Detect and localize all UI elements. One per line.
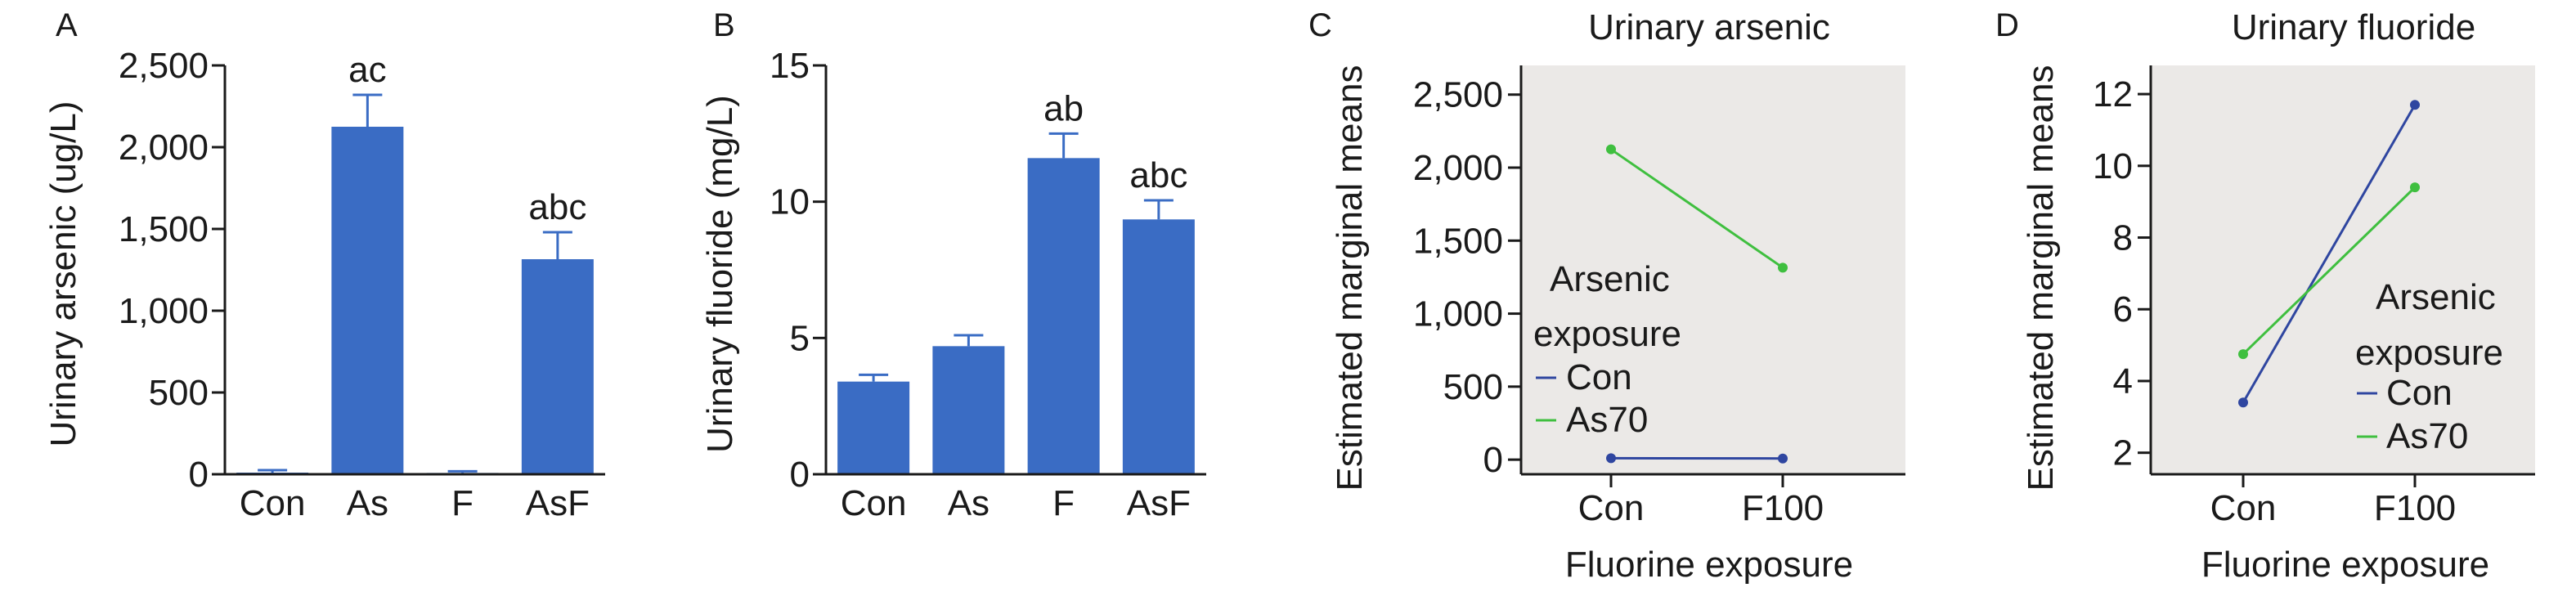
a-y-tick-label: 2,000 (119, 128, 209, 168)
c-y-tick-label: 1,000 (1413, 294, 1503, 334)
c-point-as70 (1778, 262, 1788, 273)
b-significance-label-asf: abc (1129, 155, 1187, 195)
c-point-as70 (1606, 144, 1616, 155)
d-y-tick-label: 2 (2113, 433, 2133, 473)
a-x-tick-label: F (451, 483, 473, 523)
a-x-tick-label: As (347, 483, 388, 523)
a-y-tick-label: 1,000 (119, 291, 209, 331)
panel-a-bars: ac abc (236, 50, 594, 474)
b-x-tick-label: Con (841, 483, 907, 523)
panel-c-legend-title-1: Arsenic (1550, 259, 1670, 299)
b-bar-asf (1122, 219, 1195, 474)
c-x-tick-label: Con (1578, 488, 1645, 528)
d-y-tick-label: 6 (2113, 289, 2133, 330)
panel-d-letter: D (1995, 7, 2019, 43)
panel-a-urinary-arsenic-bar-chart: A Urinary arsenic (ug/L) 0 500 1,000 1,500 2… (43, 7, 605, 523)
d-x-tick-label: F100 (2374, 488, 2456, 528)
panel-c-title: Urinary arsenic (1588, 7, 1830, 47)
panel-d-y-ticks: 2 4 6 8 10 12 (2093, 74, 2151, 473)
panel-d-plot-background (2151, 65, 2535, 474)
d-x-tick-label: Con (2210, 488, 2277, 528)
b-y-tick-label: 15 (770, 46, 810, 86)
a-significance-label-asf: abc (528, 187, 586, 227)
panel-d-legend-label-con: Con (2386, 373, 2453, 413)
d-series-line-con (2242, 104, 2417, 404)
c-series-line-as70 (1610, 148, 1784, 269)
d-y-tick-label: 12 (2093, 74, 2133, 114)
c-y-tick-label: 1,500 (1413, 221, 1503, 261)
panel-c-series (1606, 144, 1788, 464)
panel-c-x-axis-label: Fluorine exposure (1565, 545, 1853, 585)
a-y-tick-label: 0 (189, 455, 209, 495)
c-point-con (1606, 453, 1616, 464)
b-x-tick-label: As (948, 483, 990, 523)
d-point-as70 (2238, 349, 2248, 360)
panel-c-x-tick-labels: Con F100 (1578, 474, 1824, 528)
a-significance-label-as: ac (348, 50, 386, 90)
a-bar-as (331, 127, 404, 474)
d-y-tick-label: 10 (2093, 146, 2133, 186)
d-point-as70 (2410, 182, 2420, 193)
panel-a-x-tick-labels: Con As F AsF (240, 483, 590, 523)
panel-d-x-tick-labels: Con F100 (2210, 474, 2456, 528)
a-y-tick-label: 500 (149, 373, 209, 413)
panel-c-letter: C (1308, 7, 1332, 43)
b-x-tick-label: F (1052, 483, 1075, 523)
d-point-con (2410, 100, 2420, 110)
c-y-tick-label: 2,500 (1413, 75, 1503, 115)
panel-c-legend-label-as70: As70 (1566, 400, 1648, 440)
a-x-tick-label: Con (240, 483, 306, 523)
panel-d-title: Urinary fluoride (2232, 7, 2475, 47)
panel-a-letter: A (56, 7, 78, 43)
d-y-tick-label: 4 (2113, 361, 2133, 401)
panel-a-y-ticks: 0 500 1,000 1,500 2,000 2,500 (119, 46, 225, 495)
panel-d-legend-title-2: exposure (2355, 333, 2503, 373)
panel-c-legend-label-con: Con (1566, 357, 1632, 397)
b-y-tick-label: 5 (790, 318, 810, 358)
a-y-tick-label: 1,500 (119, 209, 209, 249)
b-significance-label-f: ab (1043, 88, 1084, 128)
panel-b-letter: B (713, 7, 735, 43)
d-series-line-as70 (2242, 186, 2417, 356)
panel-d-series (2238, 100, 2420, 408)
panel-c-y-axis-label: Estimated marginal means (1330, 65, 1370, 491)
panel-b-urinary-fluoride-bar-chart: B Urinary fluoride (mg/L) 0 5 10 15 ab abc C… (700, 7, 1206, 523)
panel-d-legend-label-as70: As70 (2386, 416, 2468, 456)
b-y-tick-label: 10 (770, 182, 810, 222)
c-y-tick-label: 0 (1483, 440, 1503, 480)
a-y-tick-label: 2,500 (119, 46, 209, 86)
panel-b-y-ticks: 0 5 10 15 (770, 46, 826, 495)
panel-d-urinary-fluoride-line-chart: D Urinary fluoride Estimated marginal me… (1995, 7, 2535, 585)
panel-d-x-axis-label: Fluorine exposure (2201, 545, 2489, 585)
panel-b-x-tick-labels: Con As F AsF (841, 483, 1191, 523)
panel-d-legend-title-1: Arsenic (2376, 277, 2496, 317)
panel-d-y-axis-label: Estimated marginal means (2021, 65, 2061, 491)
c-point-con (1778, 453, 1788, 464)
panel-c-y-ticks: 0 500 1,000 1,500 2,000 2,500 (1413, 75, 1521, 480)
b-bar-con (837, 381, 910, 474)
panel-c-plot-background (1521, 65, 1905, 474)
panel-c-legend: Arsenic exposure Con As70 (1533, 259, 1681, 440)
panel-d-legend: Arsenic exposure Con As70 (2355, 277, 2503, 456)
b-x-tick-label: AsF (1127, 483, 1191, 523)
a-bar-asf (521, 259, 594, 474)
panel-c-urinary-arsenic-line-chart: C Urinary arsenic Estimated marginal mea… (1308, 7, 1905, 585)
c-y-tick-label: 500 (1443, 367, 1503, 407)
c-x-tick-label: F100 (1742, 488, 1824, 528)
panel-b-bars: ab abc (837, 88, 1195, 475)
b-y-tick-label: 0 (790, 455, 810, 495)
d-point-con (2238, 397, 2248, 408)
b-bar-f (1027, 158, 1100, 475)
panel-b-y-axis-label: Urinary fluoride (mg/L) (700, 95, 740, 453)
d-y-tick-label: 8 (2113, 218, 2133, 258)
panel-a-y-axis-label: Urinary arsenic (ug/L) (43, 101, 83, 446)
c-y-tick-label: 2,000 (1413, 148, 1503, 188)
panel-c-legend-title-2: exposure (1533, 314, 1681, 354)
b-bar-as (932, 346, 1005, 474)
a-x-tick-label: AsF (526, 483, 590, 523)
